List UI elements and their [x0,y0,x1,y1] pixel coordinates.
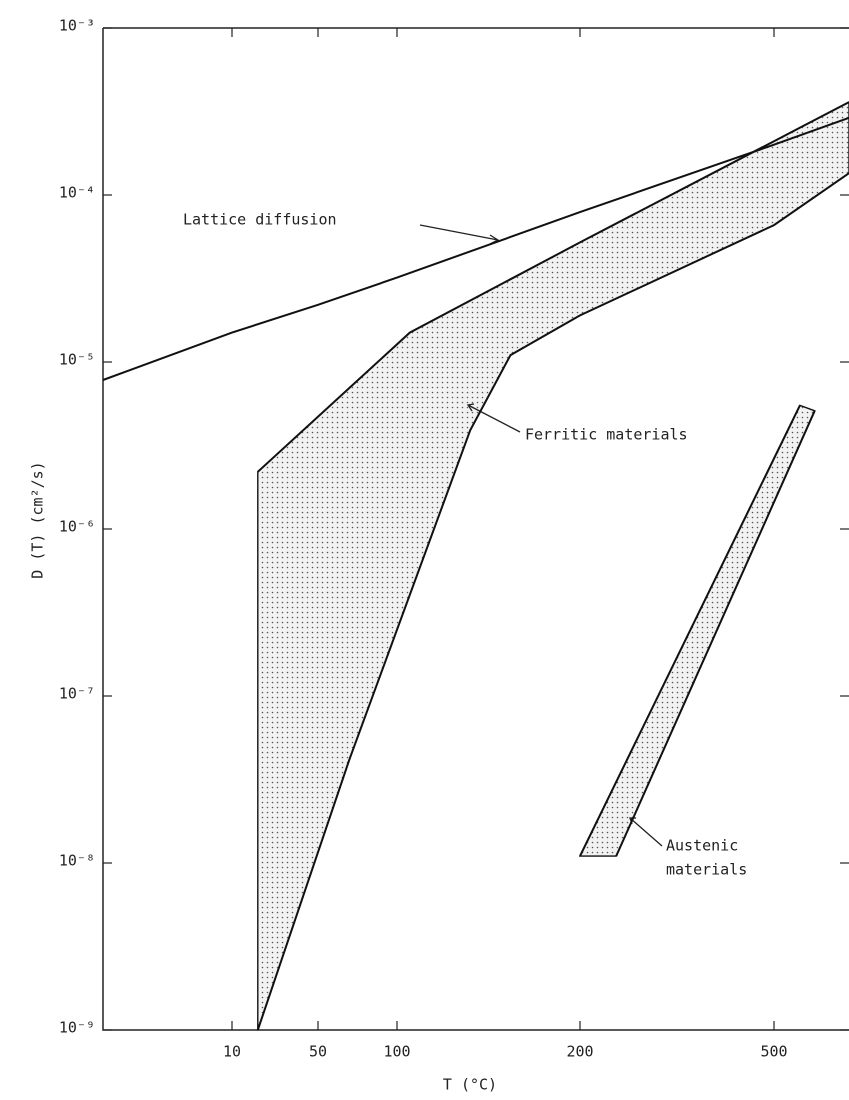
x-tick-label: 500 [760,1043,787,1061]
annotation: Lattice diffusion [183,211,337,229]
y-axis-label: D (T) (cm²/s) [29,461,47,578]
y-tick-label: 10⁻⁷ [59,685,95,703]
y-tick-label: 10⁻⁹ [59,1019,95,1037]
x-axis-label: T (°C) [443,1076,497,1094]
band-fill [580,405,815,856]
annotation: Ferritic materials [525,426,688,444]
y-tick-label: 10⁻⁸ [59,852,95,870]
x-tick-label: 100 [383,1043,410,1061]
annotation: materials [666,861,747,879]
series-line [616,411,815,856]
y-tick-label: 10⁻³ [59,17,95,35]
series-line [580,405,800,856]
x-tick-label: 50 [309,1043,327,1061]
y-tick-label: 10⁻⁴ [59,184,95,202]
x-tick-label: 10 [223,1043,241,1061]
annotation: Austenic [666,837,738,855]
arrow [630,818,662,846]
arrow [420,225,498,244]
y-tick-label: 10⁻⁶ [59,518,95,536]
y-tick-label: 10⁻⁵ [59,351,95,369]
x-tick-label: 200 [566,1043,593,1061]
band-fill [258,102,849,1030]
chart: T (°C) D (T) (cm²/s) 10⁻⁹ 10⁻⁸ 10⁻⁷ 10⁻⁶ 10⁻… [0,0,849,1100]
